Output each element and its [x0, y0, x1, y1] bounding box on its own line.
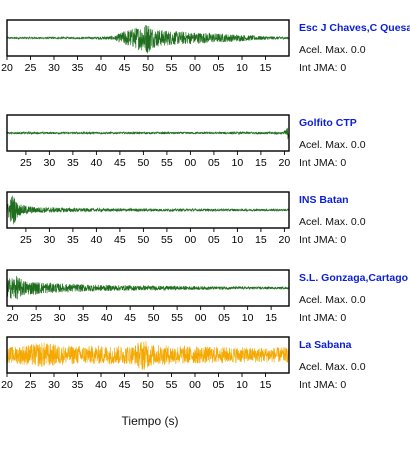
x-tick-label: 00: [185, 234, 197, 246]
x-tick-label: 45: [119, 379, 131, 391]
x-tick-label: 05: [213, 379, 225, 391]
x-tick-label: 30: [48, 62, 60, 74]
station-name: Esc J Chaves,C Quesada: [299, 22, 410, 34]
x-tick-label: 50: [142, 379, 154, 391]
x-tick-label: 35: [67, 157, 79, 169]
x-tick-label: 35: [67, 234, 79, 246]
x-tick-label: 15: [260, 62, 272, 74]
waveform-trace: [7, 127, 289, 140]
x-tick-label: 30: [54, 312, 66, 324]
x-tick-label: 20: [7, 312, 19, 324]
x-tick-label: 10: [236, 379, 248, 391]
x-tick-label: 35: [72, 379, 84, 391]
x-tick-label: 25: [20, 234, 32, 246]
x-tick-label: 40: [91, 234, 103, 246]
x-tick-label: 25: [20, 157, 32, 169]
x-tick-label: 40: [91, 157, 103, 169]
x-tick-label: 35: [77, 312, 89, 324]
waveform-trace: [7, 341, 289, 370]
x-tick-label: 40: [95, 379, 107, 391]
x-axis-label: Tiempo (s): [121, 414, 179, 428]
x-tick-label: 45: [114, 234, 126, 246]
x-tick-label: 00: [185, 157, 197, 169]
x-tick-label: 05: [208, 234, 220, 246]
acel-max-value: Acel. Max. 0.0: [299, 294, 366, 306]
panel-5: 20 25 30 35 40 45 50 55 00 05 10 15: [1, 336, 290, 391]
x-tick-label: 50: [142, 62, 154, 74]
x-tick-label: 55: [171, 312, 183, 324]
x-tick-label: 30: [48, 379, 60, 391]
x-tick-label: 05: [218, 312, 230, 324]
panel-4: 20 25 30 35 40 45 50 55 00 05 10 15: [6, 269, 290, 324]
x-tick-label: 00: [189, 379, 201, 391]
x-tick-label: 30: [44, 157, 56, 169]
waveform-trace: [7, 275, 289, 300]
x-tick-label: 20: [1, 62, 13, 74]
x-tick-label: 40: [101, 312, 113, 324]
x-tick-label: 15: [255, 234, 267, 246]
x-tick-label: 50: [138, 157, 150, 169]
x-tick-label: 25: [25, 62, 37, 74]
acel-max-value: Acel. Max. 0.0: [299, 44, 366, 56]
int-jma-value: Int JMA: 0: [299, 62, 347, 74]
x-tick-label: 45: [124, 312, 136, 324]
x-tick-label: 55: [166, 379, 178, 391]
x-tick-label: 00: [195, 312, 207, 324]
panel-1: 20 25 30 35 40 45 50 55 00 05 10 15: [1, 19, 290, 74]
station-name: Golfito CTP: [299, 117, 357, 129]
station-name: S.L. Gonzaga,Cartago: [299, 272, 409, 284]
panel-frame: [6, 114, 290, 152]
x-tick-label: 05: [213, 62, 225, 74]
int-jma-value: Int JMA: 0: [299, 157, 347, 169]
x-tick-label: 45: [114, 157, 126, 169]
acel-max-value: Acel. Max. 0.0: [299, 216, 366, 228]
int-jma-value: Int JMA: 0: [299, 234, 347, 246]
x-tick-label: 55: [161, 157, 173, 169]
x-tick-label: 15: [255, 157, 267, 169]
panel-frame: [6, 191, 290, 229]
x-tick-label: 10: [242, 312, 254, 324]
x-tick-label: 45: [119, 62, 131, 74]
x-tick-label: 10: [232, 234, 244, 246]
int-jma-value: Int JMA: 0: [299, 379, 347, 391]
x-tick-label: 05: [208, 157, 220, 169]
station-name: La Sabana: [299, 339, 352, 351]
x-tick-label: 40: [95, 62, 107, 74]
x-tick-label: 25: [30, 312, 42, 324]
x-tick-label: 25: [25, 379, 37, 391]
x-tick-label: 35: [72, 62, 84, 74]
x-tick-label: 20: [1, 379, 13, 391]
x-tick-label: 00: [189, 62, 201, 74]
waveform-trace: [7, 195, 289, 225]
waveform-trace: [7, 25, 289, 54]
int-jma-value: Int JMA: 0: [299, 312, 347, 324]
panel-frame: [6, 269, 290, 307]
x-tick-label: 55: [161, 234, 173, 246]
panel-3: 25 30 35 40 45 50 55 00 05 10 15 20: [6, 191, 291, 246]
x-tick-label: 15: [260, 379, 272, 391]
x-tick-label: 10: [236, 62, 248, 74]
x-tick-label: 55: [166, 62, 178, 74]
x-tick-label: 30: [44, 234, 56, 246]
x-tick-label: 10: [232, 157, 244, 169]
x-tick-label: 20: [279, 157, 291, 169]
x-tick-label: 20: [279, 234, 291, 246]
x-tick-label: 50: [148, 312, 160, 324]
acel-max-value: Acel. Max. 0.0: [299, 139, 366, 151]
station-name: INS Batan: [299, 194, 349, 206]
panel-2: 25 30 35 40 45 50 55 00 05 10 15 20: [6, 114, 291, 169]
x-tick-label: 50: [138, 234, 150, 246]
x-tick-label: 15: [265, 312, 277, 324]
acel-max-value: Acel. Max. 0.0: [299, 361, 366, 373]
